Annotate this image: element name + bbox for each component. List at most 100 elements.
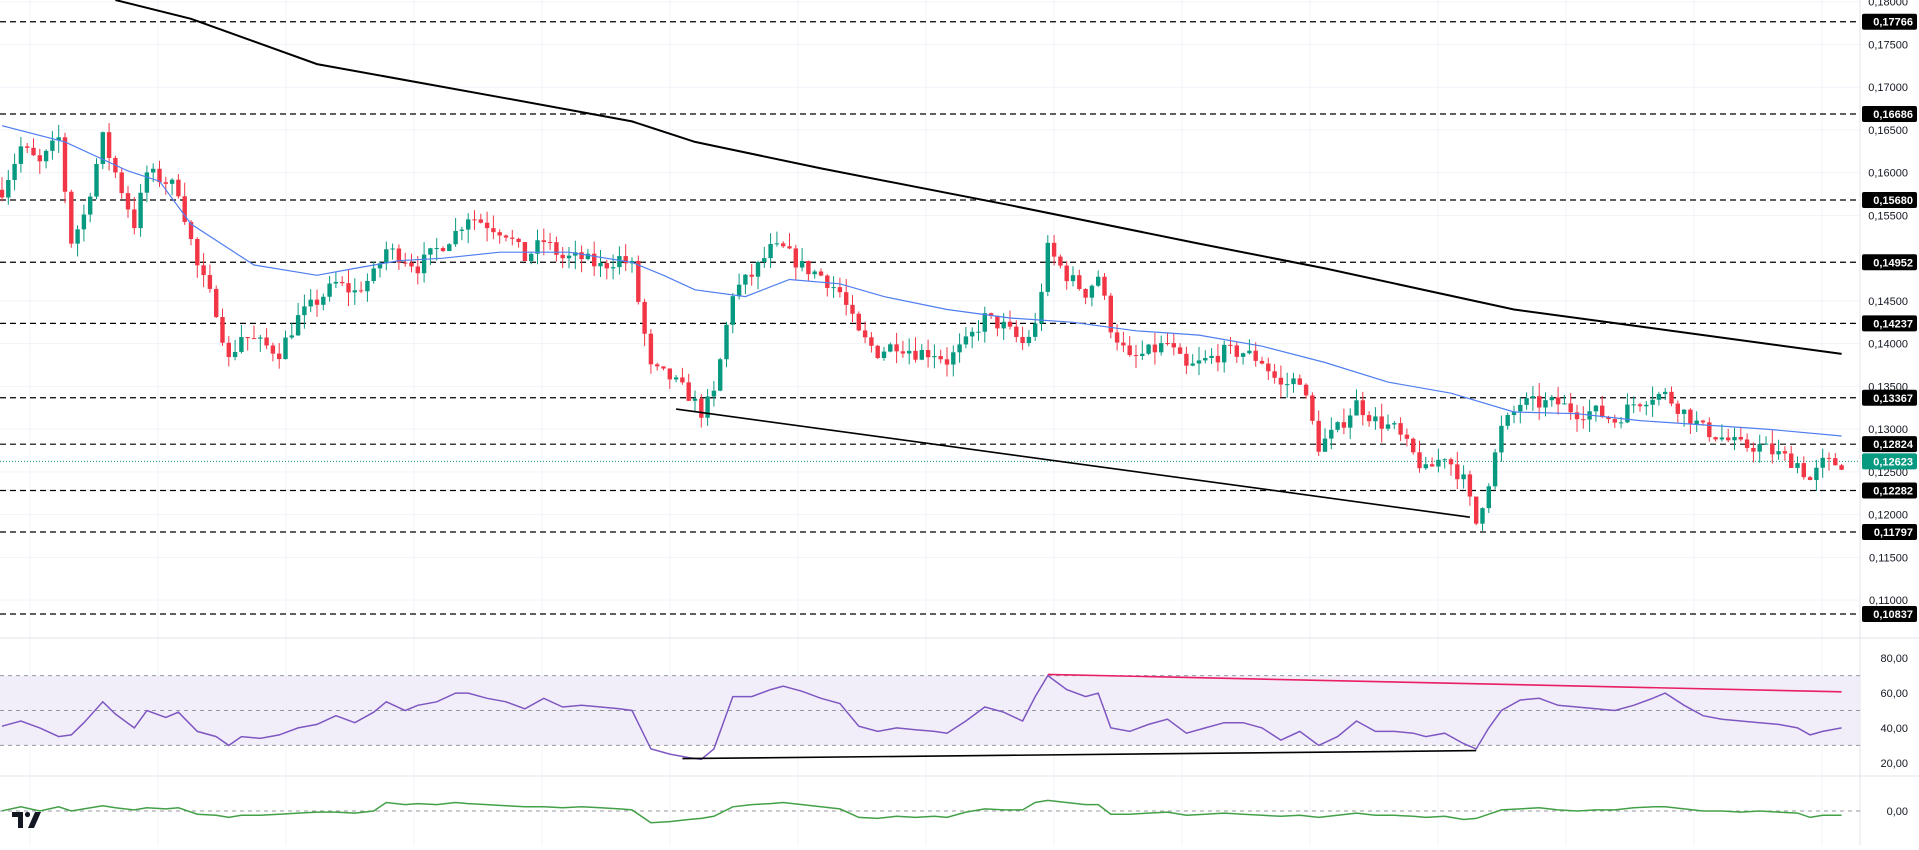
candle-body	[768, 243, 773, 259]
candle-body	[1543, 400, 1548, 408]
candle-body	[1140, 353, 1145, 356]
candle-body	[1020, 336, 1025, 344]
level-badge[interactable]: 0,15680	[1862, 192, 1917, 209]
candle-body	[970, 331, 975, 337]
candle-body	[510, 237, 515, 239]
tradingview-logo-icon[interactable]	[10, 806, 44, 832]
price-axis[interactable]: 0,18000 0,17500 0,17000 0,16500 0,16000 0,155…	[1862, 0, 1917, 818]
candle-body	[831, 287, 836, 289]
level-badge[interactable]: 0,12824	[1862, 436, 1917, 453]
candle-body	[1625, 404, 1630, 423]
candle-body	[503, 235, 509, 238]
candle-body	[176, 179, 181, 197]
candle-body	[925, 349, 931, 358]
candle-body	[724, 324, 729, 360]
candle-body	[881, 351, 887, 359]
candle-body	[69, 191, 74, 244]
candle-body	[642, 301, 647, 334]
last-price-badge[interactable]: 0,12623	[1862, 453, 1917, 470]
candle-body	[1014, 326, 1019, 337]
candle-body	[182, 196, 187, 222]
candle-body	[818, 271, 824, 276]
candle-body	[1385, 424, 1391, 429]
candle-body	[1726, 437, 1731, 441]
level-badge[interactable]: 0,11797	[1862, 523, 1917, 540]
candle-body	[919, 349, 924, 360]
level-badge-text: 0,11797	[1874, 527, 1913, 539]
candle-body	[1196, 360, 1202, 364]
level-badge[interactable]: 0,10837	[1862, 606, 1917, 623]
candle-body	[484, 222, 490, 229]
candle-body	[1650, 399, 1655, 405]
level-badge[interactable]: 0,14952	[1862, 254, 1917, 271]
candle-body	[1070, 275, 1076, 282]
candle-body	[1549, 397, 1554, 401]
level-badge-text: 0,15680	[1873, 195, 1913, 207]
candle-body	[1247, 350, 1252, 354]
candle-body	[566, 255, 572, 259]
candle-body	[1266, 363, 1271, 372]
candle-body	[1795, 463, 1800, 468]
candle-body	[781, 243, 786, 247]
candle-body	[308, 299, 313, 307]
candle-body	[371, 268, 376, 281]
candle-body	[1820, 457, 1825, 468]
candle-body	[743, 274, 748, 285]
axis-tick-label: 80,00	[1880, 653, 1908, 665]
candle-body	[138, 192, 143, 229]
candle-body	[251, 338, 257, 340]
level-badge[interactable]: 0,14237	[1862, 315, 1917, 332]
candle-body	[730, 296, 735, 325]
candle-body	[1133, 355, 1139, 357]
candle-body	[913, 350, 918, 360]
candle-body	[1839, 465, 1844, 470]
level-badge[interactable]: 0,13367	[1862, 389, 1917, 406]
candle-body	[1637, 404, 1643, 407]
axis-tick-label: 0,12500	[1868, 467, 1908, 479]
candle-body	[340, 281, 345, 284]
candle-body	[541, 240, 546, 243]
candle-body	[837, 287, 843, 293]
candle-body	[1486, 486, 1491, 509]
candle-body	[1732, 436, 1737, 441]
candle-body	[762, 258, 767, 263]
candle-body	[1203, 357, 1208, 361]
candle-body	[1688, 409, 1693, 425]
candle-body	[1744, 439, 1750, 448]
candle-body	[258, 337, 263, 339]
candle-body	[1663, 391, 1668, 395]
axis-tick-label: 20,00	[1880, 758, 1908, 770]
candle-body	[1341, 422, 1347, 428]
moving-average-line	[115, 0, 1842, 355]
candle-body	[1272, 371, 1277, 378]
candle-body	[1165, 343, 1170, 345]
level-badge-text: 0,12282	[1873, 486, 1913, 498]
candle-body	[333, 281, 339, 284]
candle-body	[862, 330, 868, 338]
candle-body	[1373, 416, 1378, 422]
candle-body	[799, 261, 805, 268]
candle-body	[673, 377, 679, 380]
candle-body	[1215, 355, 1221, 363]
candle-body	[1423, 464, 1428, 469]
candle-body	[598, 263, 603, 267]
candle-body	[1007, 321, 1013, 327]
candle-body	[283, 337, 288, 360]
candle-body	[1568, 403, 1573, 413]
axis-tick-label: 0,14000	[1868, 339, 1908, 351]
candle-body	[277, 353, 282, 360]
candle-body	[226, 342, 231, 358]
level-badge[interactable]: 0,17766	[1862, 13, 1917, 30]
candle-body	[1581, 419, 1586, 421]
candle-body	[12, 163, 17, 180]
level-badge-bg	[1862, 606, 1917, 623]
candle-body	[239, 337, 244, 352]
candle-body	[302, 306, 307, 316]
candlestick-series	[0, 123, 1844, 531]
level-badge[interactable]: 0,16686	[1862, 106, 1917, 123]
candle-body	[1606, 416, 1611, 420]
candle-body	[132, 209, 137, 229]
level-badge[interactable]: 0,12282	[1862, 482, 1917, 499]
